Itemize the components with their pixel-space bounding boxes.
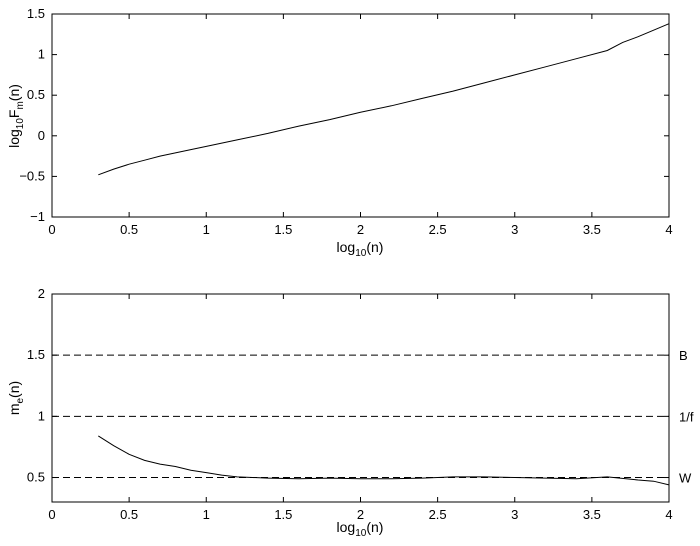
bottom-x-tick-label: 0 [48,507,55,522]
bottom-x-tick-label: 1.5 [274,507,292,522]
top-y-axis-label: log10Fm(n) [6,84,26,148]
bottom-x-tick-label: 3 [511,507,518,522]
bottom-x-tick-label: 0.5 [120,507,138,522]
top-x-tick-label: 1.5 [274,222,292,237]
bottom-series-line [98,435,670,486]
top-x-tick-label: 2 [357,222,364,237]
bottom-y-axis-label: me(n) [6,381,26,415]
top-x-tick-label: 2.5 [429,222,447,237]
reference-line-label: W [679,471,692,486]
bottom-x-tick-label: 1 [203,507,210,522]
top-panel: 0 0.5 1 1.5 2 2.5 3 3.5 4 −1 −0.5 0 0.5 1 1.5 log10(n… [6,6,673,259]
top-x-tick-label: 4 [665,222,672,237]
bottom-x-axis-label: log10(n) [337,519,384,539]
top-x-tick-label: 0 [48,222,55,237]
top-y-tick-label: 0 [38,128,45,143]
top-x-tick-label: 0.5 [120,222,138,237]
top-x-tick-label: 3.5 [583,222,601,237]
bottom-plot-frame [51,293,670,503]
bottom-y-tick-label: 2 [38,286,45,301]
top-y-tick-label: −0.5 [19,168,45,183]
bottom-y-tick-label: 1 [38,408,45,423]
top-y-tick-label: −1 [30,209,45,224]
bottom-y-tick-label: 0.5 [27,470,45,485]
top-y-tick-label: 1.5 [27,6,45,21]
top-x-tick-label: 1 [203,222,210,237]
reference-line-label: B [679,348,688,363]
bottom-panel: B 1/f W 0 0.5 1 1.5 2 2.5 3 3.5 4 0.5 1 1.5 2 log10(n… [6,286,694,539]
top-x-axis-label: log10(n) [337,239,384,259]
bottom-x-tick-label: 2 [357,507,364,522]
top-y-tick-label: 1 [38,47,45,62]
top-y-tick-label: 0.5 [27,87,45,102]
top-x-tick-label: 3 [511,222,518,237]
reference-line-label: 1/f [679,409,694,424]
top-plot-frame [51,13,670,218]
top-series-line [98,23,670,176]
bottom-x-tick-label: 3.5 [583,507,601,522]
bottom-x-tick-label: 2.5 [429,507,447,522]
bottom-y-tick-label: 1.5 [27,347,45,362]
bottom-x-tick-label: 4 [665,507,672,522]
